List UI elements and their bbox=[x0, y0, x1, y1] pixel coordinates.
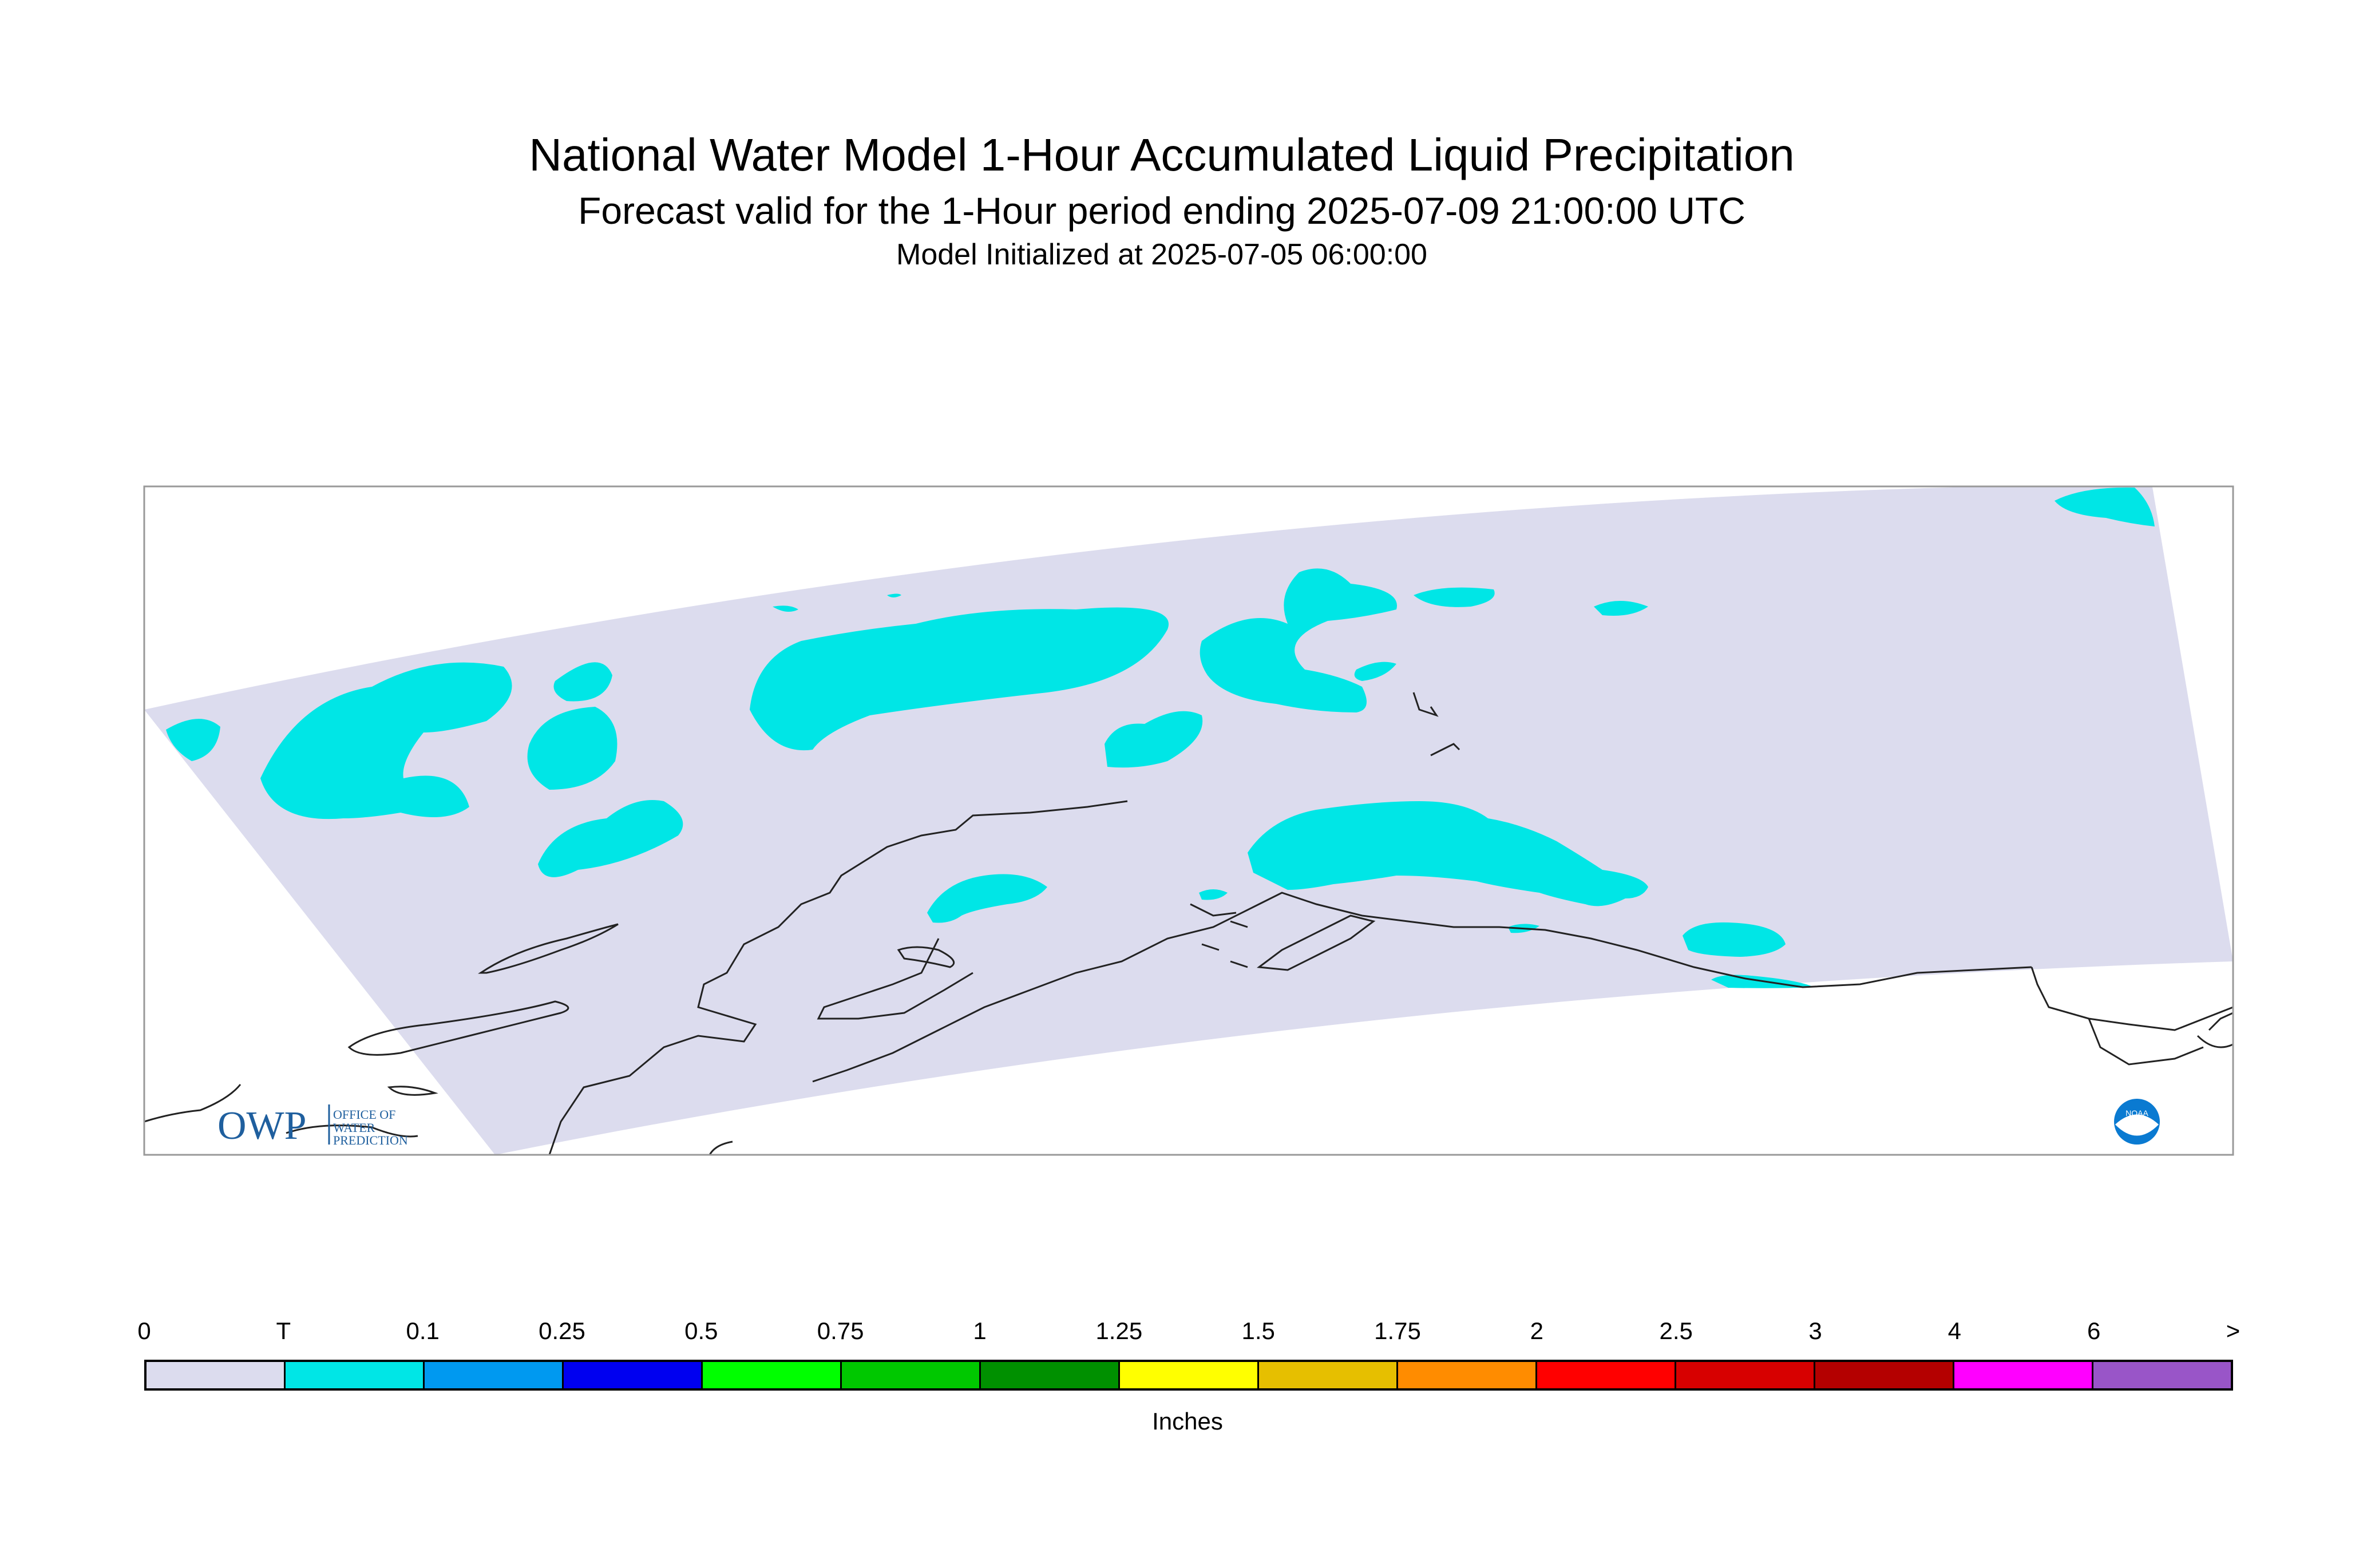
precip-area bbox=[1414, 587, 1495, 607]
model-domain bbox=[144, 486, 2233, 1155]
legend-swatch bbox=[564, 1362, 703, 1388]
noaa-logo: NOAA bbox=[2114, 1099, 2160, 1145]
legend-swatch bbox=[1398, 1362, 1537, 1388]
legend-units-label: Inches bbox=[1152, 1408, 1223, 1435]
svg-text:WATER: WATER bbox=[333, 1120, 375, 1135]
precip-area bbox=[773, 605, 798, 612]
legend-swatch bbox=[981, 1362, 1120, 1388]
precip-area bbox=[2055, 487, 2155, 526]
coastline-mainland bbox=[548, 800, 1128, 1155]
owp-logo: OWP OFFICE OF WATER PREDICTION bbox=[217, 1104, 408, 1148]
coastline-bay bbox=[817, 938, 973, 1020]
legend-tick-label: 1.25 bbox=[1095, 1317, 1143, 1344]
precip-area bbox=[887, 593, 901, 597]
legend-swatch bbox=[1954, 1362, 2093, 1388]
legend-tick-label: 3 bbox=[1808, 1317, 1822, 1344]
coastline-aleutians bbox=[1257, 914, 1376, 971]
coastline-island bbox=[478, 923, 619, 974]
precip-area bbox=[166, 719, 220, 761]
legend-tick-label: 1 bbox=[973, 1317, 987, 1344]
coastline-chukotka bbox=[144, 1084, 733, 1155]
precip-area bbox=[260, 662, 512, 819]
precip-area bbox=[538, 800, 683, 877]
legend-tick-label: 0.25 bbox=[539, 1317, 585, 1344]
coastline-island bbox=[897, 946, 955, 968]
map-frame bbox=[143, 485, 2234, 1156]
precip-area bbox=[1248, 801, 1648, 906]
legend-tick-label: 4 bbox=[1948, 1317, 1962, 1344]
precip-area bbox=[1354, 662, 1396, 681]
legend-swatch bbox=[1815, 1362, 1954, 1388]
model-init-time: Model Initialized at 2025-07-05 06:00:00 bbox=[896, 238, 1427, 271]
precip-area bbox=[553, 662, 612, 702]
legend-tick-label: 0.5 bbox=[684, 1317, 718, 1344]
coastlines bbox=[144, 692, 2233, 1155]
coastline-islands bbox=[1190, 903, 1248, 968]
coastline-south-east bbox=[2196, 1035, 2233, 1048]
coastline-peninsula bbox=[812, 892, 2032, 1083]
legend-swatch bbox=[286, 1362, 425, 1388]
precip-area bbox=[1199, 889, 1228, 900]
precip-area bbox=[927, 874, 1047, 923]
legend-swatch bbox=[703, 1362, 842, 1388]
map-title: National Water Model 1-Hour Accumulated … bbox=[529, 129, 1795, 180]
legend-tick-label: 0 bbox=[137, 1317, 151, 1344]
svg-text:PREDICTION: PREDICTION bbox=[333, 1133, 408, 1147]
precip-area bbox=[1683, 922, 1786, 957]
legend-swatch bbox=[842, 1362, 981, 1388]
legend-swatch bbox=[425, 1362, 564, 1388]
legend-swatch bbox=[1537, 1362, 1676, 1388]
svg-text:OFFICE OF: OFFICE OF bbox=[333, 1107, 395, 1122]
svg-text:NOAA: NOAA bbox=[2125, 1108, 2148, 1118]
coastline-east bbox=[2208, 1012, 2233, 1031]
legend-swatch bbox=[1259, 1362, 1398, 1388]
legend-colorbar bbox=[144, 1360, 2233, 1391]
legend-tick-label: > bbox=[2226, 1317, 2241, 1344]
precip-area bbox=[527, 707, 618, 790]
coastline-island bbox=[1412, 692, 1460, 757]
legend-tick-label: 2.5 bbox=[1659, 1317, 1693, 1344]
legend-swatch bbox=[1676, 1362, 1815, 1388]
legend-swatch bbox=[1120, 1362, 1259, 1388]
precip-area bbox=[750, 607, 1169, 751]
legend-tick-label: 0.1 bbox=[406, 1317, 440, 1344]
precip-area bbox=[1105, 711, 1203, 768]
svg-text:OWP: OWP bbox=[217, 1104, 307, 1148]
legend-swatch bbox=[147, 1362, 286, 1388]
legend-swatch bbox=[2093, 1362, 2231, 1388]
border-line bbox=[2088, 1018, 2204, 1066]
legend-tick-label: T bbox=[276, 1317, 291, 1344]
precip-trace-areas bbox=[166, 487, 2155, 988]
coastline-gulf bbox=[2030, 967, 2233, 1031]
precip-area bbox=[1594, 601, 1648, 616]
precip-area bbox=[1200, 568, 1397, 712]
coastline-russia bbox=[347, 1000, 569, 1056]
legend-tick-label: 1.5 bbox=[1241, 1317, 1275, 1344]
legend-tick-label: 0.75 bbox=[817, 1317, 864, 1344]
map-subtitle: Forecast valid for the 1-Hour period end… bbox=[578, 189, 1745, 232]
legend-tick-label: 2 bbox=[1530, 1317, 1544, 1344]
legend-tick-label: 1.75 bbox=[1374, 1317, 1421, 1344]
legend-tick-label: 6 bbox=[2087, 1317, 2101, 1344]
